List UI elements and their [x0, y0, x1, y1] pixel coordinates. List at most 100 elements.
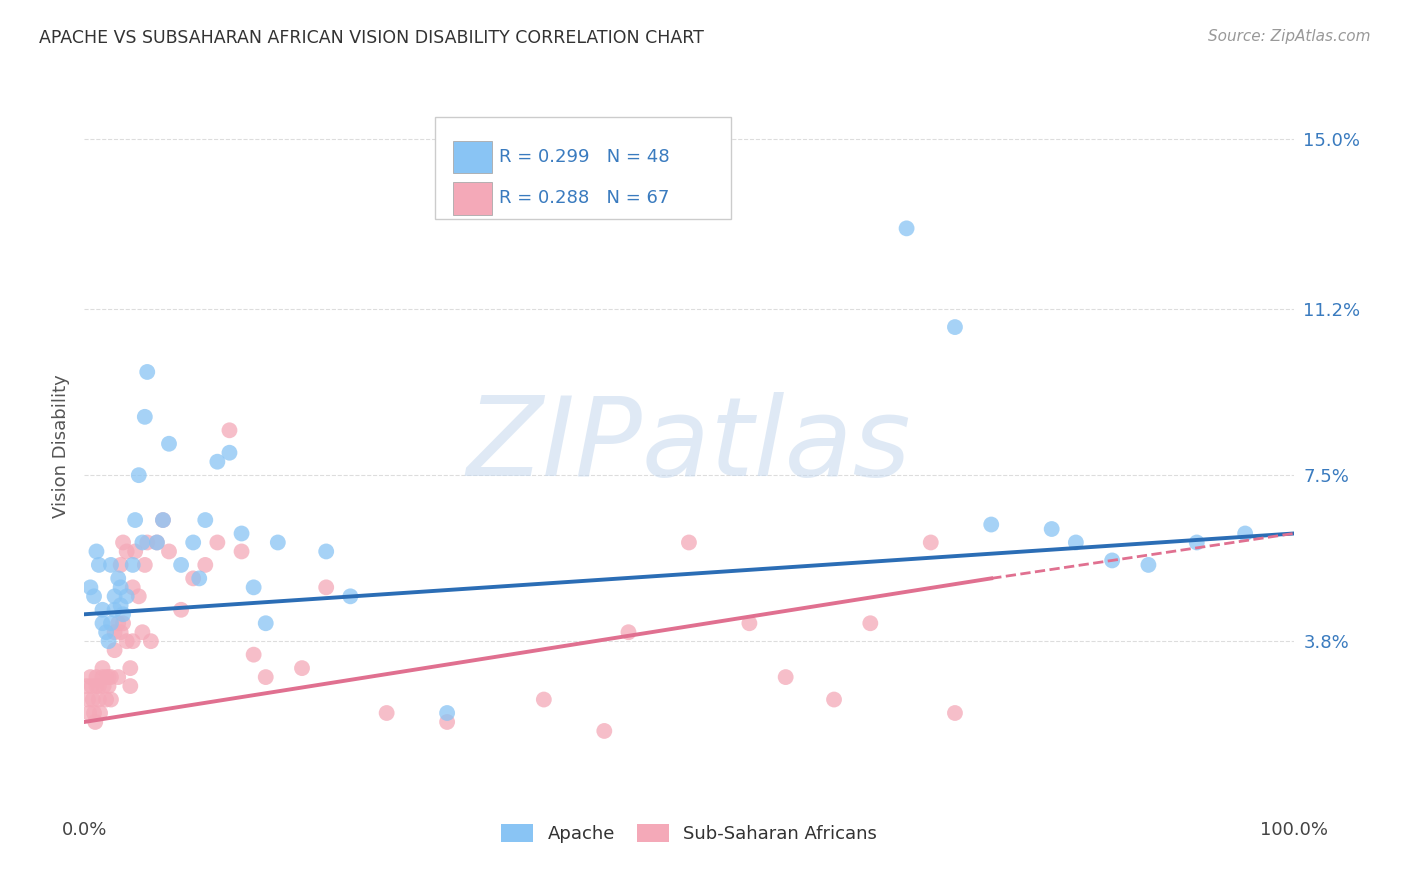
Point	[100, 616, 122, 631]
Point	[110, 625, 132, 640]
Point	[86, 679, 108, 693]
Point	[79, 580, 101, 594]
Text: R = 0.288   N = 67: R = 0.288 N = 67	[499, 189, 669, 208]
Y-axis label: Vision Disability: Vision Disability	[52, 374, 70, 518]
Point	[110, 599, 132, 613]
Point	[77, 706, 100, 720]
Point	[146, 535, 169, 549]
Point	[823, 692, 845, 706]
Text: Source: ZipAtlas.com: Source: ZipAtlas.com	[1208, 29, 1371, 45]
FancyBboxPatch shape	[434, 117, 731, 219]
Point	[678, 535, 700, 549]
Point	[112, 607, 135, 622]
Point	[79, 670, 101, 684]
Point	[83, 706, 105, 720]
Point	[188, 571, 211, 585]
Point	[315, 544, 337, 558]
Point	[115, 590, 138, 604]
Point	[1137, 558, 1160, 572]
Point	[91, 661, 114, 675]
Point	[157, 544, 180, 558]
Point	[1185, 535, 1208, 549]
Point	[115, 544, 138, 558]
Text: ZIPatlas: ZIPatlas	[467, 392, 911, 500]
FancyBboxPatch shape	[453, 182, 492, 215]
Point	[128, 590, 150, 604]
Point	[87, 692, 110, 706]
Point	[943, 706, 966, 720]
Point	[107, 616, 129, 631]
Point	[134, 409, 156, 424]
Point	[242, 648, 264, 662]
Point	[104, 643, 127, 657]
Point	[124, 544, 146, 558]
Point	[315, 580, 337, 594]
Point	[120, 661, 142, 675]
Point	[107, 670, 129, 684]
Point	[107, 571, 129, 585]
Point	[86, 670, 108, 684]
Point	[617, 625, 640, 640]
Point	[775, 670, 797, 684]
Point	[218, 423, 240, 437]
Point	[170, 558, 193, 572]
Point	[436, 706, 458, 720]
Point	[94, 670, 117, 684]
FancyBboxPatch shape	[453, 141, 492, 173]
Point	[1234, 526, 1257, 541]
Point	[97, 679, 120, 693]
Point	[436, 714, 458, 729]
Point	[291, 661, 314, 675]
Point	[104, 590, 127, 604]
Point	[194, 558, 217, 572]
Point	[267, 535, 290, 549]
Point	[121, 580, 143, 594]
Point	[1101, 553, 1123, 567]
Point	[152, 513, 174, 527]
Point	[207, 535, 229, 549]
Point	[94, 625, 117, 640]
Point	[84, 714, 107, 729]
Point	[943, 320, 966, 334]
Point	[100, 692, 122, 706]
Point	[94, 692, 117, 706]
Text: APACHE VS SUBSAHARAN AFRICAN VISION DISABILITY CORRELATION CHART: APACHE VS SUBSAHARAN AFRICAN VISION DISA…	[39, 29, 704, 47]
Point	[100, 558, 122, 572]
Point	[593, 723, 616, 738]
Point	[91, 670, 114, 684]
Point	[231, 544, 253, 558]
Point	[124, 513, 146, 527]
Point	[896, 221, 918, 235]
Point	[131, 535, 153, 549]
Point	[115, 634, 138, 648]
Point	[80, 679, 103, 693]
Point	[231, 526, 253, 541]
Text: R = 0.299   N = 48: R = 0.299 N = 48	[499, 148, 669, 166]
Point	[120, 679, 142, 693]
Point	[128, 468, 150, 483]
Point	[1040, 522, 1063, 536]
Point	[89, 706, 111, 720]
Point	[738, 616, 761, 631]
Point	[859, 616, 882, 631]
Point	[152, 513, 174, 527]
Point	[146, 535, 169, 549]
Point	[77, 692, 100, 706]
Point	[139, 634, 162, 648]
Point	[533, 692, 555, 706]
Point	[76, 679, 98, 693]
Point	[920, 535, 942, 549]
Point	[254, 616, 277, 631]
Point	[100, 670, 122, 684]
Point	[87, 679, 110, 693]
Point	[112, 616, 135, 631]
Point	[157, 436, 180, 450]
Legend: Apache, Sub-Saharan Africans: Apache, Sub-Saharan Africans	[494, 816, 884, 850]
Point	[181, 571, 204, 585]
Point	[121, 558, 143, 572]
Point	[110, 558, 132, 572]
Point	[110, 580, 132, 594]
Point	[93, 679, 115, 693]
Point	[86, 544, 108, 558]
Point	[136, 365, 159, 379]
